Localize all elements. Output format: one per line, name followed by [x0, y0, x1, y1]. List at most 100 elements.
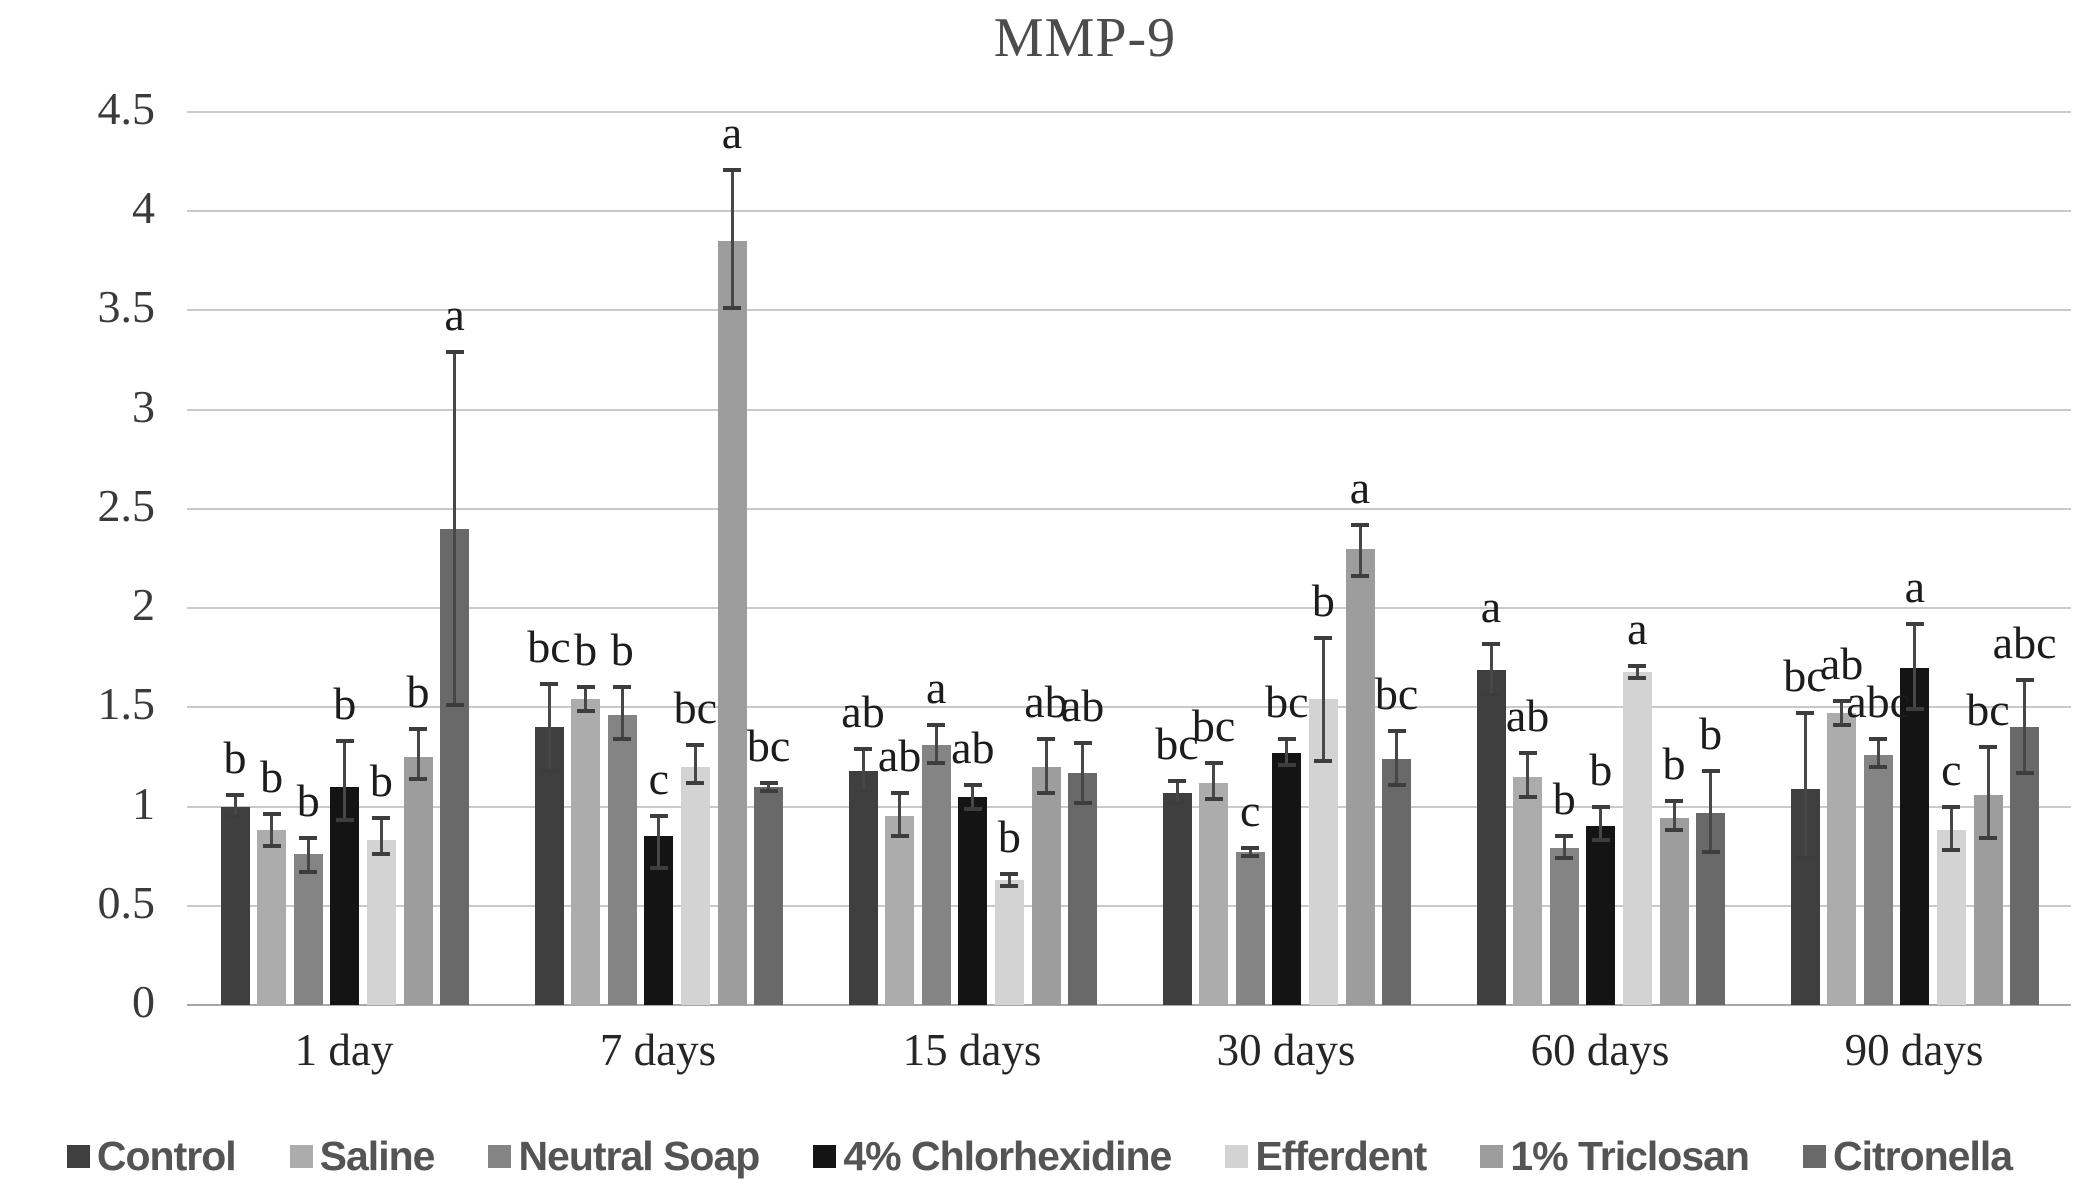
error-cap-top-neutral-soap-3 — [1241, 846, 1260, 851]
error-bar-4-chlorhexidine-3 — [1285, 739, 1289, 765]
error-cap-bottom-1-triclosan-5 — [1979, 836, 1997, 841]
error-cap-top-1-triclosan-3 — [1351, 522, 1369, 527]
sig-letter-1-triclosan-0: b — [406, 666, 430, 718]
sig-letter-4-chlorhexidine-4: b — [1589, 743, 1613, 795]
error-cap-bottom-1-triclosan-0 — [409, 776, 427, 781]
legend-label-control: Control — [96, 1132, 237, 1179]
error-bar-neutral-soap-0 — [306, 838, 310, 873]
sig-letter-saline-5: ab — [1819, 638, 1864, 690]
x-label-60-days: 60 days — [1530, 1025, 1670, 1075]
error-bar-4-chlorhexidine-1 — [657, 816, 661, 869]
bar-neutral-soap-30-days — [1235, 852, 1265, 1005]
legend-swatch-neutral-soap — [488, 1144, 512, 1168]
error-cap-top-neutral-soap-0 — [299, 836, 318, 841]
error-cap-bottom-citronella-3 — [1387, 782, 1406, 787]
error-cap-top-efferdent-4 — [1628, 663, 1647, 668]
error-cap-bottom-1-triclosan-1 — [723, 306, 741, 311]
sig-letter-saline-3: bc — [1191, 699, 1236, 751]
error-cap-top-4-chlorhexidine-4 — [1591, 804, 1610, 809]
error-cap-top-efferdent-1 — [686, 743, 705, 748]
error-bar-neutral-soap-5 — [1876, 739, 1880, 767]
error-bar-control-4 — [1489, 643, 1493, 696]
y-tick-label-0.5: 0.5 — [97, 876, 156, 928]
sig-letter-control-0: b — [223, 731, 247, 783]
legend-swatch-control — [66, 1144, 90, 1168]
sig-letter-4-chlorhexidine-1: c — [648, 753, 669, 805]
legend: Control Saline Neutral Soap 4% Chlorhexidin… — [0, 1124, 2079, 1188]
sig-letter-control-5: bc — [1783, 650, 1827, 702]
error-cap-top-citronella-4 — [1701, 768, 1720, 773]
x-label-1-day: 1 day — [294, 1025, 394, 1075]
sig-letter-neutral-soap-2: a — [925, 662, 947, 714]
sig-letter-efferdent-5: c — [1941, 743, 1962, 795]
error-cap-top-citronella-2 — [1073, 741, 1092, 746]
sig-letter-saline-4: ab — [1505, 689, 1550, 741]
sig-letter-efferdent-2: b — [997, 811, 1021, 863]
error-cap-bottom-efferdent-2 — [1000, 883, 1019, 888]
sig-letter-1-triclosan-1: a — [721, 106, 743, 158]
sig-letter-efferdent-1: bc — [673, 682, 718, 734]
error-cap-bottom-citronella-1 — [759, 788, 778, 793]
gridline-y-0 — [187, 1004, 2071, 1006]
bar-4-chlorhexidine-1-day — [330, 786, 360, 1005]
error-cap-top-saline-3 — [1204, 760, 1223, 765]
y-tick-label-1.5: 1.5 — [97, 678, 156, 730]
sig-letter-1-triclosan-5: bc — [1966, 684, 2010, 736]
error-bar-saline-3 — [1212, 762, 1216, 799]
sig-letter-neutral-soap-0: b — [296, 775, 320, 827]
error-cap-bottom-control-4 — [1482, 693, 1500, 698]
error-cap-bottom-4-chlorhexidine-0 — [335, 818, 354, 823]
y-tick-label-2: 2 — [132, 579, 155, 631]
sig-letter-citronella-0: a — [444, 289, 465, 341]
error-bar-efferdent-3 — [1321, 637, 1325, 761]
error-cap-bottom-saline-5 — [1832, 723, 1851, 728]
gridline-y-1.5 — [187, 706, 2071, 709]
error-cap-top-neutral-soap-2 — [927, 723, 946, 728]
legend-label-4-chlorhexidine: 4% Chlorhexidine — [843, 1132, 1172, 1179]
gridline-y-2.5 — [187, 507, 2071, 510]
error-cap-bottom-neutral-soap-1 — [613, 737, 632, 742]
x-label-90-days: 90 days — [1844, 1025, 1984, 1075]
error-cap-bottom-neutral-soap-4 — [1555, 856, 1574, 861]
bar-neutral-soap-1-day — [293, 854, 323, 1005]
sig-letter-control-4: a — [1480, 580, 1502, 632]
error-bar-efferdent-5 — [1949, 806, 1953, 851]
error-bar-citronella-3 — [1395, 731, 1399, 785]
bar-saline-90-days — [1827, 713, 1857, 1005]
y-tick-label-4: 4 — [132, 182, 155, 234]
error-bar-saline-1 — [584, 687, 588, 712]
error-cap-bottom-saline-0 — [262, 844, 281, 849]
error-cap-top-4-chlorhexidine-1 — [649, 814, 668, 819]
error-bar-1-triclosan-5 — [1986, 747, 1990, 839]
error-bar-citronella-2 — [1081, 743, 1085, 803]
bar-saline-15-days — [885, 816, 915, 1005]
bar-4-chlorhexidine-15-days — [958, 796, 988, 1005]
legend-item-citronella: Citronella — [1802, 1132, 2013, 1180]
error-cap-bottom-efferdent-1 — [686, 780, 705, 785]
legend-label-1-triclosan: 1% Triclosan — [1510, 1132, 1750, 1179]
legend-label-citronella: Citronella — [1832, 1132, 2013, 1179]
legend-label-efferdent: Efferdent — [1255, 1132, 1427, 1179]
sig-letter-4-chlorhexidine-5: a — [1904, 560, 1925, 612]
error-cap-top-control-3 — [1168, 778, 1186, 783]
y-tick-label-3: 3 — [132, 380, 155, 432]
legend-swatch-4-chlorhexidine — [813, 1144, 837, 1168]
bar-citronella-7-days — [754, 786, 784, 1005]
error-cap-bottom-4-chlorhexidine-4 — [1591, 838, 1610, 843]
bar-1-triclosan-30-days — [1345, 548, 1375, 1005]
gridline-y-3.5 — [187, 309, 2071, 312]
bar-1-triclosan-15-days — [1031, 766, 1061, 1005]
sig-letter-citronella-4: b — [1699, 707, 1723, 759]
sig-letter-neutral-soap-1: b — [610, 624, 634, 676]
error-cap-top-1-triclosan-0 — [409, 727, 427, 732]
sig-letter-efferdent-4: a — [1627, 602, 1648, 654]
error-cap-bottom-saline-3 — [1204, 796, 1223, 801]
chart-title: MMP-9 — [993, 7, 1177, 69]
sig-letter-control-1: bc — [527, 620, 571, 672]
error-bar-control-5 — [1803, 713, 1807, 859]
legend-item-4-chlorhexidine: 4% Chlorhexidine — [813, 1132, 1172, 1180]
error-cap-top-efferdent-3 — [1314, 635, 1333, 640]
error-bar-4-chlorhexidine-5 — [1913, 623, 1917, 710]
sig-letter-control-3: bc — [1155, 717, 1199, 769]
legend-label-neutral-soap: Neutral Soap — [518, 1132, 760, 1179]
